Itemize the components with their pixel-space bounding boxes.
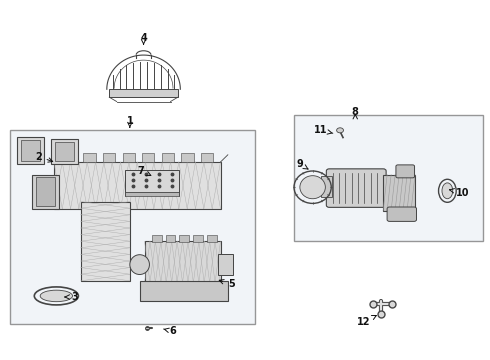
FancyBboxPatch shape xyxy=(326,169,386,207)
Text: 5: 5 xyxy=(219,279,235,289)
Bar xyxy=(193,235,203,242)
Bar xyxy=(207,235,217,242)
Text: 1: 1 xyxy=(126,116,133,126)
Ellipse shape xyxy=(442,183,453,199)
Bar xyxy=(321,176,332,197)
Bar xyxy=(152,235,162,242)
Bar xyxy=(140,281,228,301)
Bar xyxy=(201,153,213,162)
Bar xyxy=(83,153,96,162)
Bar xyxy=(145,241,220,283)
Bar xyxy=(21,140,40,161)
Text: 10: 10 xyxy=(450,188,469,198)
Ellipse shape xyxy=(130,255,149,274)
Bar xyxy=(125,192,179,196)
Text: 11: 11 xyxy=(314,125,333,135)
Bar xyxy=(294,115,483,241)
Bar xyxy=(162,153,174,162)
Bar xyxy=(81,202,130,281)
FancyBboxPatch shape xyxy=(396,165,415,178)
Bar xyxy=(122,153,135,162)
Ellipse shape xyxy=(40,290,73,302)
Bar xyxy=(383,175,415,211)
Bar xyxy=(17,137,44,164)
Text: 7: 7 xyxy=(138,166,151,176)
Bar xyxy=(166,235,175,242)
Bar xyxy=(36,177,55,206)
Bar xyxy=(10,130,255,324)
Bar xyxy=(51,139,78,164)
Text: 3: 3 xyxy=(65,292,78,302)
Bar xyxy=(142,153,154,162)
Bar xyxy=(179,235,189,242)
Bar xyxy=(64,153,76,162)
Bar xyxy=(54,162,221,209)
Text: 12: 12 xyxy=(356,315,376,327)
Bar xyxy=(181,153,194,162)
Bar xyxy=(32,175,59,209)
Text: 6: 6 xyxy=(164,326,176,336)
Bar xyxy=(218,254,233,275)
Bar xyxy=(103,153,115,162)
Text: 2: 2 xyxy=(35,152,53,162)
Bar xyxy=(125,170,179,192)
Circle shape xyxy=(337,128,343,133)
Text: 4: 4 xyxy=(140,33,147,43)
Text: 9: 9 xyxy=(296,159,308,169)
Bar xyxy=(109,89,178,97)
Text: 8: 8 xyxy=(352,107,359,117)
Ellipse shape xyxy=(300,176,325,199)
Bar xyxy=(55,142,74,161)
FancyBboxPatch shape xyxy=(387,207,416,221)
